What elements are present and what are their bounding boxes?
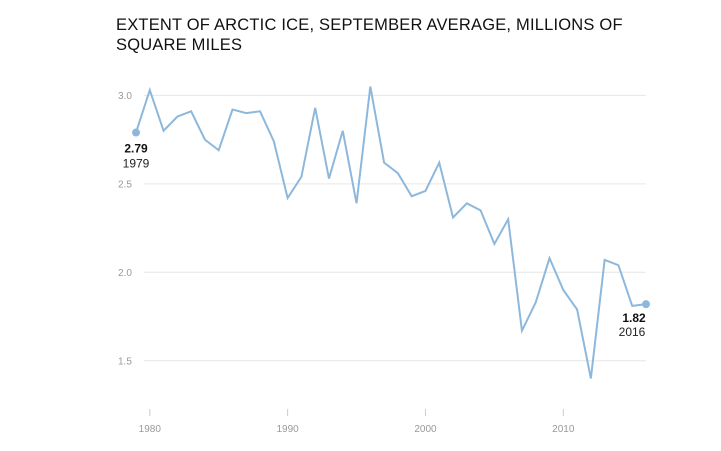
y-tick-label: 3.0 (118, 91, 132, 102)
y-tick-label: 2.5 (118, 179, 132, 190)
grid-lines (144, 94, 646, 362)
end-year-label: 2016 (619, 325, 646, 339)
end-point-marker (642, 300, 650, 309)
x-tick-label: 1990 (276, 424, 299, 435)
x-tick-label: 1980 (139, 424, 162, 435)
series-layer (135, 86, 647, 379)
axis-ticks: 3.0 2.5 2.0 1.5 1980 1990 2000 2010 (118, 91, 575, 435)
x-tick-label: 2010 (552, 424, 575, 435)
x-tick-label: 2000 (414, 424, 437, 435)
start-point-marker (132, 128, 140, 137)
chart-title: EXTENT OF ARCTIC ICE, SEPTEMBER AVERAGE,… (116, 16, 623, 54)
start-year-label: 1979 (123, 157, 150, 171)
y-tick-label: 1.5 (118, 356, 132, 367)
start-value-label: 2.79 (124, 142, 148, 156)
end-value-label: 1.82 (622, 311, 646, 325)
y-tick-label: 2.0 (118, 268, 132, 279)
series-line (135, 86, 647, 379)
annotations: 2.79 1979 1.82 2016 (123, 128, 650, 339)
